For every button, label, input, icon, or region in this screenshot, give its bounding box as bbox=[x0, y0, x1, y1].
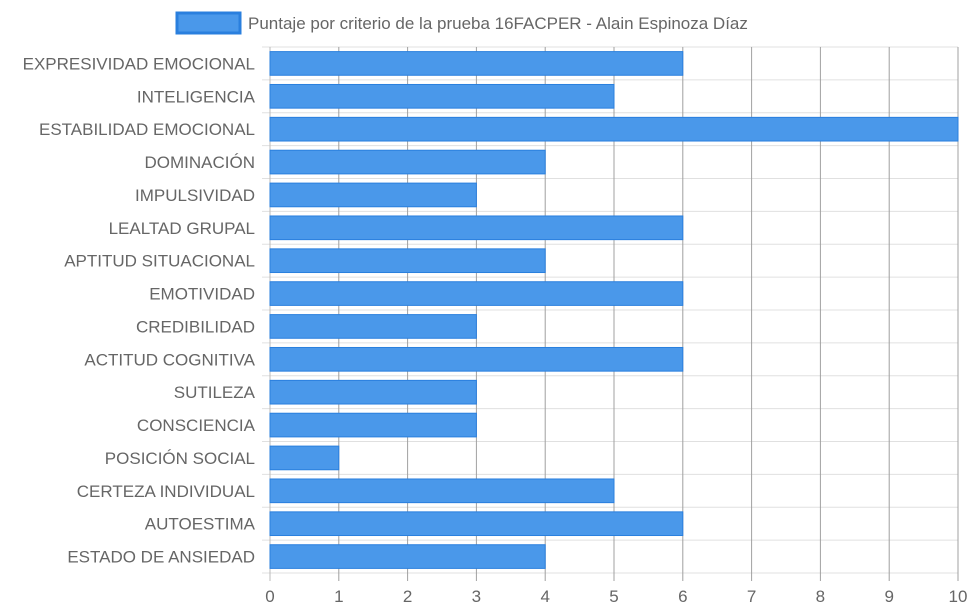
bars bbox=[269, 51, 959, 569]
bar[interactable] bbox=[269, 281, 684, 306]
x-tick-label: 7 bbox=[747, 587, 756, 606]
legend[interactable]: Puntaje por criterio de la prueba 16FACP… bbox=[175, 11, 748, 35]
category-label: IMPULSIVIDAD bbox=[135, 186, 255, 205]
x-tick-label: 9 bbox=[884, 587, 893, 606]
category-label: DOMINACIÓN bbox=[145, 153, 256, 172]
bar[interactable] bbox=[269, 478, 615, 504]
x-axis-ticks: 0 1 2 3 4 5 6 7 8 9 10 bbox=[265, 587, 967, 606]
category-label: SUTILEZA bbox=[174, 383, 256, 402]
legend-swatch bbox=[175, 11, 242, 35]
category-label: INTELIGENCIA bbox=[137, 87, 256, 106]
x-tick-label: 0 bbox=[265, 587, 274, 606]
category-label: ESTABILIDAD EMOCIONAL bbox=[39, 120, 255, 139]
category-label: EXPRESIVIDAD EMOCIONAL bbox=[23, 54, 255, 73]
category-label: ACTITUD COGNITIVA bbox=[84, 350, 255, 369]
bar[interactable] bbox=[269, 379, 477, 405]
x-tick-label: 4 bbox=[540, 587, 549, 606]
category-label: ESTADO DE ANSIEDAD bbox=[67, 548, 255, 567]
bar[interactable] bbox=[269, 412, 477, 438]
bar[interactable] bbox=[269, 215, 684, 241]
bar[interactable] bbox=[269, 445, 340, 471]
bar[interactable] bbox=[269, 83, 615, 109]
legend-label: Puntaje por criterio de la prueba 16FACP… bbox=[248, 14, 748, 33]
x-tick-label: 2 bbox=[403, 587, 412, 606]
category-label: EMOTIVIDAD bbox=[149, 285, 255, 304]
x-tick-label: 8 bbox=[816, 587, 825, 606]
bar[interactable] bbox=[269, 314, 477, 339]
category-label: LEALTAD GRUPAL bbox=[109, 219, 255, 238]
bar[interactable] bbox=[269, 511, 684, 537]
bar[interactable] bbox=[269, 182, 477, 208]
x-tick-label: 1 bbox=[334, 587, 343, 606]
category-label: CERTEZA INDIVIDUAL bbox=[77, 482, 255, 501]
x-tick-label: 6 bbox=[678, 587, 687, 606]
category-label: CONSCIENCIA bbox=[137, 416, 256, 435]
bar[interactable] bbox=[269, 346, 684, 372]
category-label: AUTOESTIMA bbox=[145, 515, 256, 534]
category-label: POSICIÓN SOCIAL bbox=[105, 449, 255, 468]
x-tick-label: 5 bbox=[609, 587, 618, 606]
x-tick-label: 10 bbox=[949, 587, 968, 606]
category-label: CREDIBILIDAD bbox=[136, 317, 255, 336]
bar[interactable] bbox=[269, 116, 959, 142]
bar[interactable] bbox=[269, 51, 684, 76]
bar[interactable] bbox=[269, 544, 546, 569]
bar[interactable] bbox=[269, 248, 546, 274]
bar[interactable] bbox=[269, 149, 546, 175]
x-tick-label: 3 bbox=[472, 587, 481, 606]
category-label: APTITUD SITUACIONAL bbox=[64, 252, 255, 271]
category-labels: EXPRESIVIDAD EMOCIONAL INTELIGENCIA ESTABI… bbox=[23, 54, 256, 566]
